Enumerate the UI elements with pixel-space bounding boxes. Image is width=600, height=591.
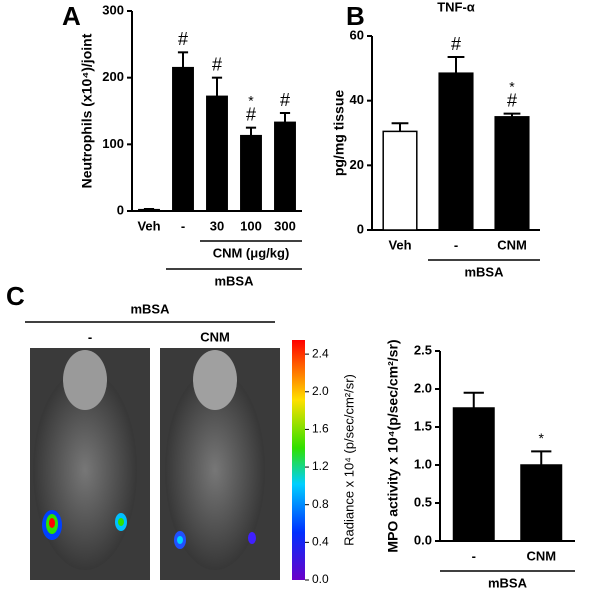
bar bbox=[206, 95, 228, 212]
annotation: # bbox=[178, 29, 188, 49]
bar bbox=[438, 72, 474, 231]
group-label: mBSA bbox=[488, 575, 528, 590]
annotation: # bbox=[212, 54, 222, 74]
y-tick-label: 1.0 bbox=[414, 456, 432, 471]
annotation: * bbox=[509, 78, 515, 94]
mouse-image bbox=[30, 348, 150, 580]
bar bbox=[494, 116, 530, 231]
annotation: * bbox=[539, 430, 545, 446]
panel-letter: B bbox=[346, 1, 365, 31]
y-tick-label: 2.5 bbox=[414, 342, 432, 357]
panel-letter: C bbox=[6, 281, 25, 311]
annotation: # bbox=[451, 34, 461, 54]
colorbar-tick-label: 2.4 bbox=[312, 346, 329, 360]
y-tick-label: 200 bbox=[102, 69, 124, 84]
y-tick-label: 20 bbox=[350, 157, 364, 172]
x-tick-label: CNM bbox=[497, 237, 527, 252]
colorbar-tick-label: 2.0 bbox=[312, 384, 329, 398]
imaging-column: - bbox=[88, 329, 92, 344]
y-axis-label: pg/mg tissue bbox=[331, 90, 347, 177]
group-label: mBSA bbox=[214, 273, 254, 288]
bar bbox=[452, 407, 495, 542]
mouse-image bbox=[160, 348, 280, 580]
imaging-column: CNM bbox=[200, 329, 230, 344]
y-axis-label: Neutrophils (x10⁴)/joint bbox=[79, 33, 95, 188]
colorbar bbox=[292, 340, 305, 580]
y-tick-label: 0 bbox=[357, 221, 364, 236]
imaging-group-label: mBSA bbox=[130, 301, 170, 316]
colorbar-tick-label: 0.8 bbox=[312, 497, 329, 511]
colorbar-tick-label: 1.2 bbox=[312, 459, 329, 473]
y-tick-label: 0.0 bbox=[414, 532, 432, 547]
bar bbox=[274, 121, 296, 212]
group-label: CNM (μg/kg) bbox=[213, 245, 290, 260]
annotation: # bbox=[507, 90, 517, 110]
annotation: # bbox=[280, 90, 290, 110]
x-tick-label: CNM bbox=[526, 548, 556, 563]
group-label: mBSA bbox=[464, 264, 504, 279]
y-axis-label: MPO activity x 10⁴(p/sec/cm²/sr) bbox=[385, 339, 401, 552]
bar bbox=[520, 464, 563, 542]
x-tick-label: Veh bbox=[388, 237, 411, 252]
x-tick-label: Veh bbox=[137, 218, 160, 233]
colorbar-tick-label: 0.0 bbox=[312, 572, 329, 586]
panel-letter: A bbox=[62, 1, 81, 31]
x-tick-label: - bbox=[472, 548, 476, 563]
colorbar-tick-label: 0.4 bbox=[312, 535, 329, 549]
colorbar-tick-label: 1.6 bbox=[312, 422, 329, 436]
y-tick-label: 1.5 bbox=[414, 418, 432, 433]
bar bbox=[172, 66, 194, 212]
y-tick-label: 0 bbox=[117, 202, 124, 217]
colorbar-label: Radiance x 10⁴ (p/sec/cm²/sr) bbox=[341, 374, 356, 546]
bar bbox=[240, 134, 262, 212]
y-tick-label: 100 bbox=[102, 136, 124, 151]
y-tick-label: 0.5 bbox=[414, 494, 432, 509]
bar bbox=[138, 208, 160, 212]
annotation: # bbox=[246, 104, 256, 124]
x-tick-label: - bbox=[454, 237, 458, 252]
x-tick-label: 100 bbox=[240, 218, 262, 233]
x-tick-label: - bbox=[181, 218, 185, 233]
y-tick-label: 60 bbox=[350, 27, 364, 42]
bar bbox=[382, 130, 418, 231]
x-tick-label: 300 bbox=[274, 218, 296, 233]
y-tick-label: 40 bbox=[350, 92, 364, 107]
y-tick-label: 300 bbox=[102, 2, 124, 17]
chart-title: TNF-α bbox=[437, 0, 475, 14]
annotation: * bbox=[248, 92, 254, 108]
y-tick-label: 2.0 bbox=[414, 380, 432, 395]
x-tick-label: 30 bbox=[210, 218, 224, 233]
